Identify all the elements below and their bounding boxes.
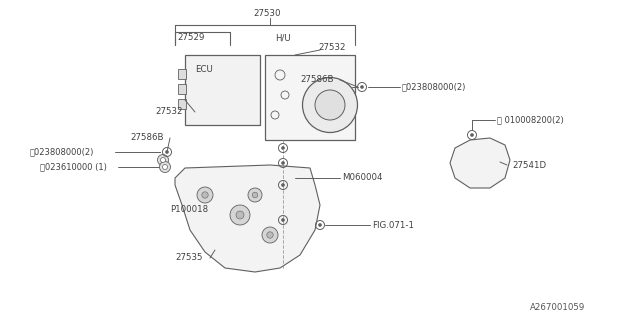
Circle shape [282, 162, 285, 164]
Text: 27586B: 27586B [130, 133, 163, 142]
Text: H/U: H/U [275, 34, 291, 43]
Circle shape [252, 192, 258, 198]
Circle shape [282, 219, 285, 221]
Text: ⓝ023808000(2): ⓝ023808000(2) [402, 83, 467, 92]
Circle shape [236, 211, 244, 219]
Text: 27532: 27532 [318, 43, 346, 52]
Circle shape [163, 164, 168, 170]
Circle shape [159, 162, 170, 172]
Circle shape [248, 188, 262, 202]
Ellipse shape [315, 90, 345, 120]
Circle shape [282, 183, 285, 187]
FancyBboxPatch shape [178, 99, 186, 109]
Text: 27530: 27530 [253, 10, 280, 19]
FancyBboxPatch shape [178, 84, 186, 94]
Circle shape [202, 192, 208, 198]
FancyBboxPatch shape [178, 69, 186, 79]
Text: 27586B: 27586B [300, 76, 333, 84]
FancyBboxPatch shape [265, 55, 355, 140]
Text: 27532: 27532 [155, 108, 182, 116]
Ellipse shape [303, 77, 358, 132]
Text: ⓝ023610000 (1): ⓝ023610000 (1) [40, 163, 107, 172]
Polygon shape [450, 138, 510, 188]
Circle shape [197, 187, 213, 203]
Polygon shape [175, 165, 320, 272]
Text: ⓝ023808000(2): ⓝ023808000(2) [30, 148, 94, 156]
Text: 27535: 27535 [175, 253, 202, 262]
Circle shape [161, 157, 166, 163]
Text: Ⓑ 010008200(2): Ⓑ 010008200(2) [497, 116, 564, 124]
Circle shape [262, 227, 278, 243]
Circle shape [360, 85, 364, 89]
Text: M060004: M060004 [342, 173, 383, 182]
Text: A267001059: A267001059 [530, 303, 585, 313]
Text: P100018: P100018 [170, 205, 208, 214]
Text: FIG.071-1: FIG.071-1 [372, 220, 414, 229]
Text: 27541D: 27541D [512, 161, 546, 170]
Circle shape [470, 133, 474, 137]
Circle shape [267, 232, 273, 238]
Circle shape [166, 150, 168, 154]
Circle shape [230, 205, 250, 225]
Circle shape [157, 155, 168, 165]
Circle shape [319, 223, 321, 227]
Text: 27529: 27529 [177, 34, 204, 43]
Circle shape [282, 147, 285, 149]
Text: ECU: ECU [195, 66, 213, 75]
FancyBboxPatch shape [185, 55, 260, 125]
